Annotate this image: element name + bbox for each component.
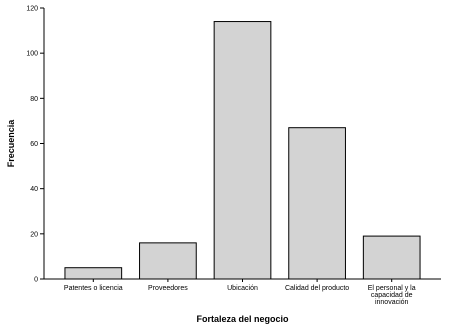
y-tick-label: 120 <box>26 6 38 13</box>
x-axis-category-labels: Patentes o licencia Proveedores Ubicación C… <box>64 279 416 306</box>
y-tick-label: 20 <box>30 231 38 238</box>
x-category-label: Proveedores <box>148 285 188 292</box>
bar <box>139 242 197 280</box>
bars <box>64 21 421 280</box>
y-tick-label: 60 <box>30 141 38 148</box>
y-axis-title: Frecuencia <box>6 119 16 168</box>
x-category-label: El personal y la capacidad de innovación <box>368 285 416 306</box>
x-category-label: Ubicación <box>227 285 258 292</box>
bar <box>213 21 272 280</box>
x-axis-title: Fortaleza del negocio <box>196 314 289 324</box>
y-tick-label: 40 <box>30 186 38 193</box>
bar <box>288 127 346 280</box>
x-category-label: Calidad del producto <box>285 285 349 292</box>
bar <box>64 267 123 280</box>
y-tick-label: 100 <box>26 51 38 58</box>
bar <box>362 235 421 280</box>
x-category-label: Patentes o licencia <box>64 285 123 292</box>
y-tick-label: 0 <box>34 277 38 284</box>
y-axis-ticks: 0 20 40 60 80 100 120 <box>26 6 44 284</box>
y-tick-label: 80 <box>30 96 38 103</box>
